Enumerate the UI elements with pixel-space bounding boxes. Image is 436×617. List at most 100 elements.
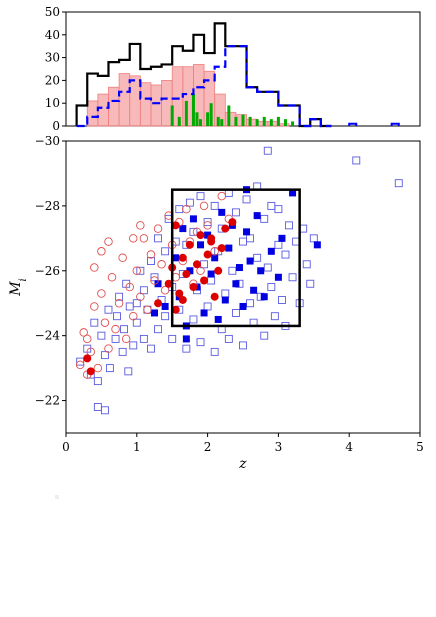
point-filled-square — [179, 225, 187, 233]
point-open-square — [182, 344, 191, 353]
point-open-square — [161, 312, 170, 321]
point-open-square — [93, 403, 102, 411]
point-filled-square — [221, 296, 229, 304]
point-open-circle — [150, 276, 159, 285]
point-open-circle — [97, 247, 106, 256]
point-filled-circle — [196, 231, 205, 240]
point-open-circle — [97, 289, 106, 298]
point-open-square — [267, 283, 276, 291]
point-open-square — [196, 338, 205, 347]
hist-line-blue — [76, 45, 332, 128]
point-filled-square — [151, 309, 158, 317]
point-open-square — [277, 296, 286, 304]
scatter-x-axis: 0 1 2 3 4 5 — [62, 433, 424, 454]
hist-bar-green — [291, 121, 295, 126]
point-filled-circle — [185, 240, 194, 249]
hist-y-tick-label: 20 — [45, 73, 60, 87]
point-open-square — [267, 201, 276, 210]
histogram-panel: 0 10 20 30 40 50 — [45, 5, 421, 133]
point-open-square — [125, 302, 134, 311]
point-open-circle — [153, 224, 163, 233]
hist-y-tick-label: 0 — [52, 119, 60, 133]
point-open-circle — [118, 253, 127, 263]
point-open-circle — [136, 221, 145, 230]
point-filled-circle — [164, 279, 173, 288]
x-tick-label: 0 — [62, 440, 70, 454]
point-filled-circle — [171, 305, 180, 314]
point-open-square — [302, 260, 311, 269]
scatter-points-group — [75, 146, 403, 415]
artifact-dot — [55, 495, 59, 499]
point-filled-square — [207, 270, 215, 278]
point-open-square — [231, 309, 240, 317]
point-open-square — [210, 347, 219, 356]
point-filled-circle — [182, 270, 191, 279]
point-filled-square — [246, 257, 254, 265]
point-open-circle — [182, 204, 191, 214]
point-filled-square — [267, 247, 275, 255]
point-filled-square — [197, 241, 205, 249]
point-open-circle — [104, 344, 113, 353]
point-open-circle — [82, 334, 92, 344]
hist-bar-green — [276, 116, 280, 126]
point-open-square — [139, 286, 148, 295]
point-filled-circle — [154, 299, 163, 308]
selection-box — [170, 188, 301, 328]
hist-y-tick-label: 50 — [45, 5, 60, 19]
point-open-square — [285, 221, 293, 230]
hist-bar-green — [227, 105, 231, 126]
hist-bar-green — [220, 119, 224, 126]
point-filled-square — [189, 215, 197, 223]
hist-bar-pink — [171, 66, 184, 127]
hist-bar-green — [269, 119, 273, 126]
point-filled-circle — [207, 234, 216, 243]
point-open-circle — [90, 302, 99, 311]
hist-outlier-bin — [390, 122, 400, 126]
hist-outlier-bin — [348, 122, 358, 126]
point-filled-square — [204, 231, 212, 239]
point-open-circle — [143, 305, 152, 314]
hist-bar-pink — [214, 93, 226, 127]
point-open-square — [210, 201, 219, 210]
hist-bar-green — [195, 112, 199, 126]
point-filled-circle — [175, 289, 184, 298]
point-filled-square — [274, 273, 282, 281]
point-open-square — [274, 240, 283, 249]
x-tick-label: 2 — [204, 440, 212, 454]
point-open-circle — [100, 318, 110, 327]
point-open-square — [246, 234, 255, 243]
point-open-square — [270, 312, 279, 321]
point-filled-square — [289, 189, 297, 197]
hist-bar-green — [216, 116, 220, 126]
point-filled-square — [253, 212, 261, 220]
point-open-square — [281, 250, 290, 259]
histogram-y-axis: 0 10 20 30 40 50 — [45, 5, 66, 133]
point-open-square — [154, 234, 162, 243]
point-open-square — [242, 195, 251, 204]
hist-bar-green — [255, 119, 259, 126]
hist-bar-pink — [118, 73, 131, 127]
point-filled-circle — [178, 253, 187, 262]
point-open-square — [115, 292, 124, 301]
point-open-circle — [104, 237, 113, 246]
point-filled-square — [278, 234, 286, 242]
hist-bar-green — [248, 116, 252, 126]
point-open-square — [150, 273, 159, 282]
point-open-square — [228, 266, 237, 275]
point-open-square — [189, 227, 198, 236]
point-open-square — [154, 325, 162, 334]
point-open-circle — [111, 324, 120, 334]
point-open-square — [132, 299, 141, 308]
point-open-square — [394, 179, 403, 188]
point-open-circle — [121, 334, 131, 344]
point-open-square — [196, 192, 205, 201]
point-open-square — [90, 318, 99, 327]
point-open-square — [189, 315, 198, 324]
point-open-circle — [129, 234, 138, 243]
hist-bar-green — [199, 119, 203, 126]
point-filled-square — [232, 280, 240, 288]
hist-bar-pink — [86, 100, 99, 127]
point-filled-circle — [217, 244, 226, 253]
point-open-square — [185, 198, 194, 207]
point-open-square — [263, 263, 272, 272]
